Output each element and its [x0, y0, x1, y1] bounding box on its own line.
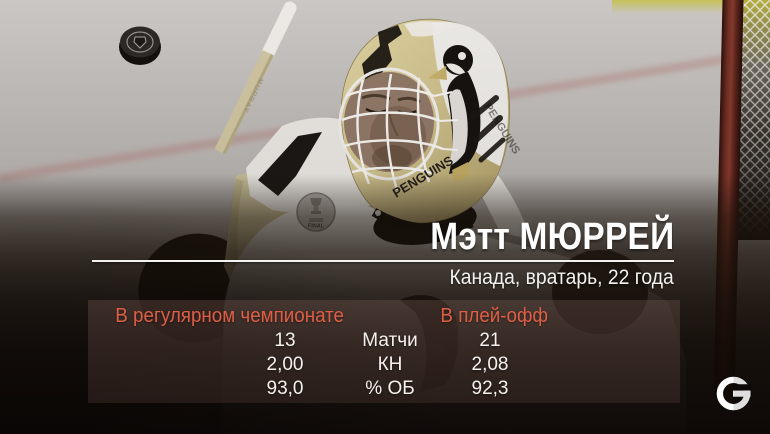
stats-header-regular-season: В регулярном чемпионате	[115, 305, 345, 327]
stat-label-games: Матчи	[362, 330, 418, 351]
stat-playoff-savepct: 92,3	[471, 378, 509, 399]
stats-header-playoff: В плей-офф	[440, 305, 548, 327]
stat-regular-games: 13	[274, 330, 296, 351]
player-name: Мэтт МЮРРЕЙ	[429, 216, 674, 258]
stat-regular-savepct: 93,0	[266, 378, 304, 399]
stat-label-savepct: % ОБ	[365, 378, 415, 399]
championat-g-logo-icon	[716, 375, 752, 412]
player-details: Канада, вратарь, 22 года	[449, 266, 674, 289]
stat-label-gaa: КН	[377, 354, 403, 375]
stat-regular-gaa: 2,00	[266, 354, 304, 375]
divider-line	[92, 260, 674, 262]
stat-playoff-games: 21	[479, 330, 501, 351]
stats-panel: В регулярном чемпионате В плей-офф 13 Ма…	[88, 300, 680, 403]
stat-playoff-gaa: 2,08	[471, 354, 509, 375]
